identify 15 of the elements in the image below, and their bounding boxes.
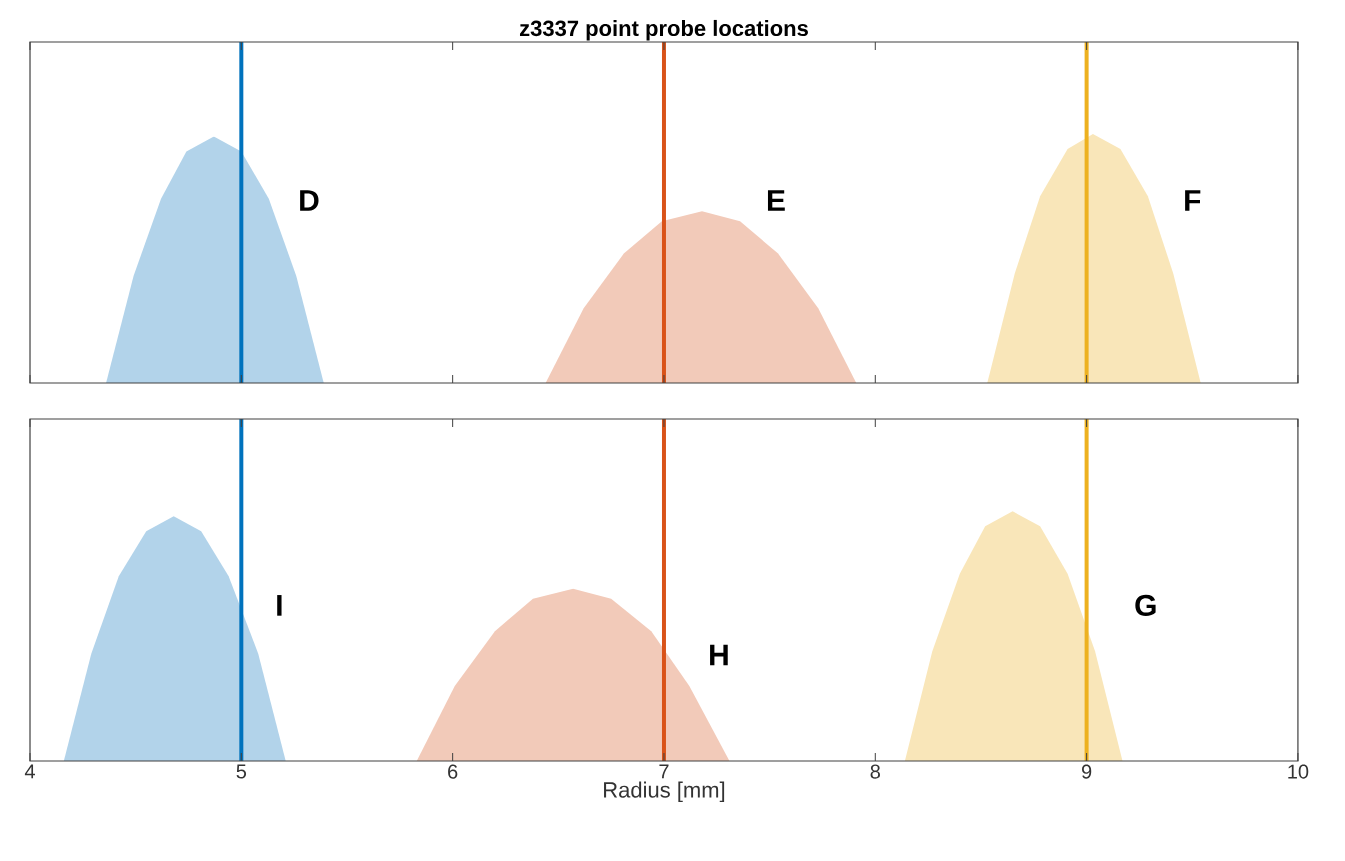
x-tick-label: 7 xyxy=(659,764,669,779)
x-tick-label: 10 xyxy=(1288,764,1309,779)
annotation: D xyxy=(300,190,319,211)
x-tick-label: 5 xyxy=(236,764,247,779)
annotation: G xyxy=(1135,594,1156,616)
x-axis-title: Radius [mm] xyxy=(604,781,725,803)
annotation: I xyxy=(277,595,282,616)
x-tick-label: 4 xyxy=(24,764,35,779)
annotation: F xyxy=(1185,190,1201,211)
annotation: E xyxy=(767,190,785,211)
x-tick-label: 8 xyxy=(870,764,880,779)
annotation: H xyxy=(710,644,728,666)
x-tick-label: 6 xyxy=(448,764,458,779)
chart-title: z3337 point probe locations xyxy=(519,19,808,41)
x-tick-label: 9 xyxy=(1081,764,1092,779)
